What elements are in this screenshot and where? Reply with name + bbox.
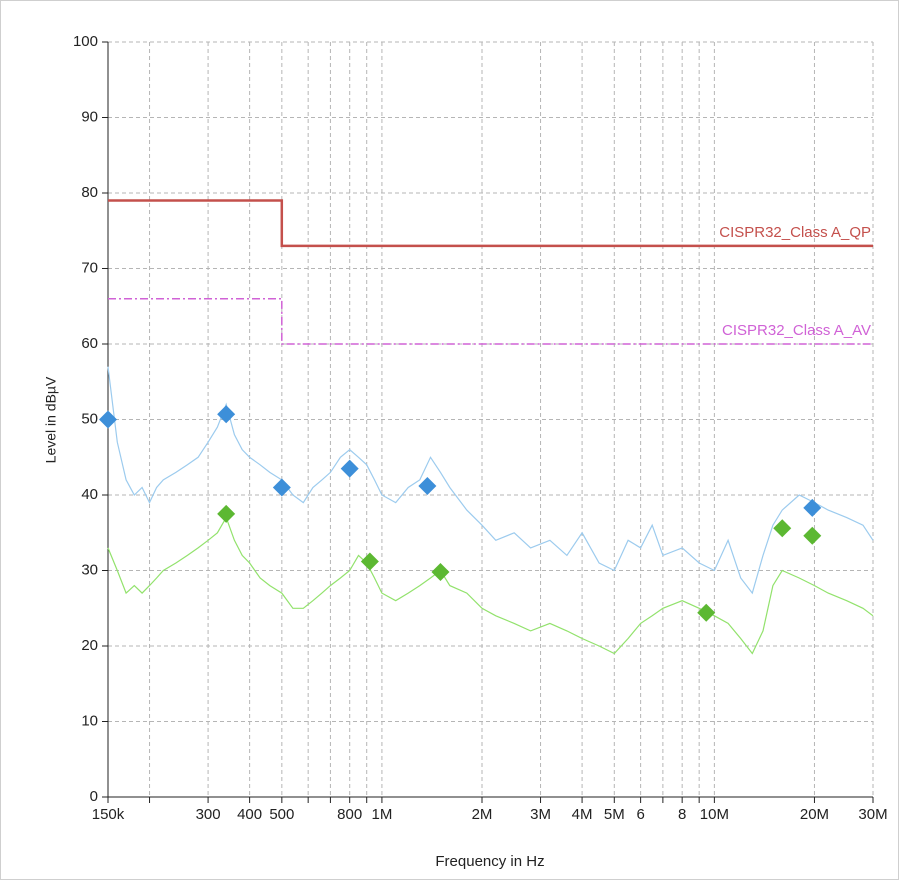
- marker: [431, 563, 450, 582]
- limit-line: [108, 199, 873, 248]
- limit-label: CISPR32_Class A_AV: [722, 322, 871, 339]
- x-tick-label: 4M: [572, 806, 593, 823]
- marker: [217, 504, 236, 523]
- trace-line: [107, 516, 874, 655]
- y-tick-label: 40: [81, 486, 98, 503]
- x-tick-label: 5M: [604, 806, 625, 823]
- marker: [773, 519, 792, 538]
- marker: [803, 526, 822, 545]
- marker: [217, 405, 236, 424]
- x-tick-label: 8: [678, 806, 686, 823]
- y-tick-label: 0: [90, 788, 98, 805]
- limit-label: CISPR32_Class A_QP: [719, 224, 871, 241]
- y-tick-label: 70: [81, 259, 98, 276]
- y-tick-label: 50: [81, 410, 98, 427]
- x-tick-label: 1M: [371, 806, 392, 823]
- x-tick-label: 10M: [700, 806, 729, 823]
- marker: [99, 410, 117, 429]
- x-tick-label: 800: [337, 806, 362, 823]
- marker: [697, 603, 716, 622]
- marker: [803, 498, 822, 517]
- x-tick-label: 400: [237, 806, 262, 823]
- x-tick-label: 500: [269, 806, 294, 823]
- y-tick-label: 60: [81, 335, 98, 352]
- x-tick-label: 20M: [800, 806, 829, 823]
- marker: [340, 459, 359, 478]
- x-tick-label: 300: [196, 806, 221, 823]
- x-tick-label: 6: [636, 806, 644, 823]
- y-tick-label: 30: [81, 561, 98, 578]
- trace-line: [107, 366, 874, 595]
- limit-line: [108, 297, 873, 345]
- y-tick-label: 100: [73, 33, 98, 50]
- x-tick-label: 3M: [530, 806, 551, 823]
- x-tick-label: 150k: [92, 806, 125, 823]
- x-tick-label: 2M: [472, 806, 493, 823]
- x-tick-label: 30M: [858, 806, 887, 823]
- marker: [272, 478, 291, 497]
- y-tick-label: 10: [81, 712, 98, 729]
- marker: [418, 476, 437, 495]
- x-axis-title: Frequency in Hz: [435, 853, 544, 870]
- y-axis-title: Level in dBµV: [43, 376, 59, 463]
- y-tick-label: 90: [81, 108, 98, 125]
- marker: [360, 552, 379, 571]
- y-tick-label: 20: [81, 637, 98, 654]
- y-tick-label: 80: [81, 184, 98, 201]
